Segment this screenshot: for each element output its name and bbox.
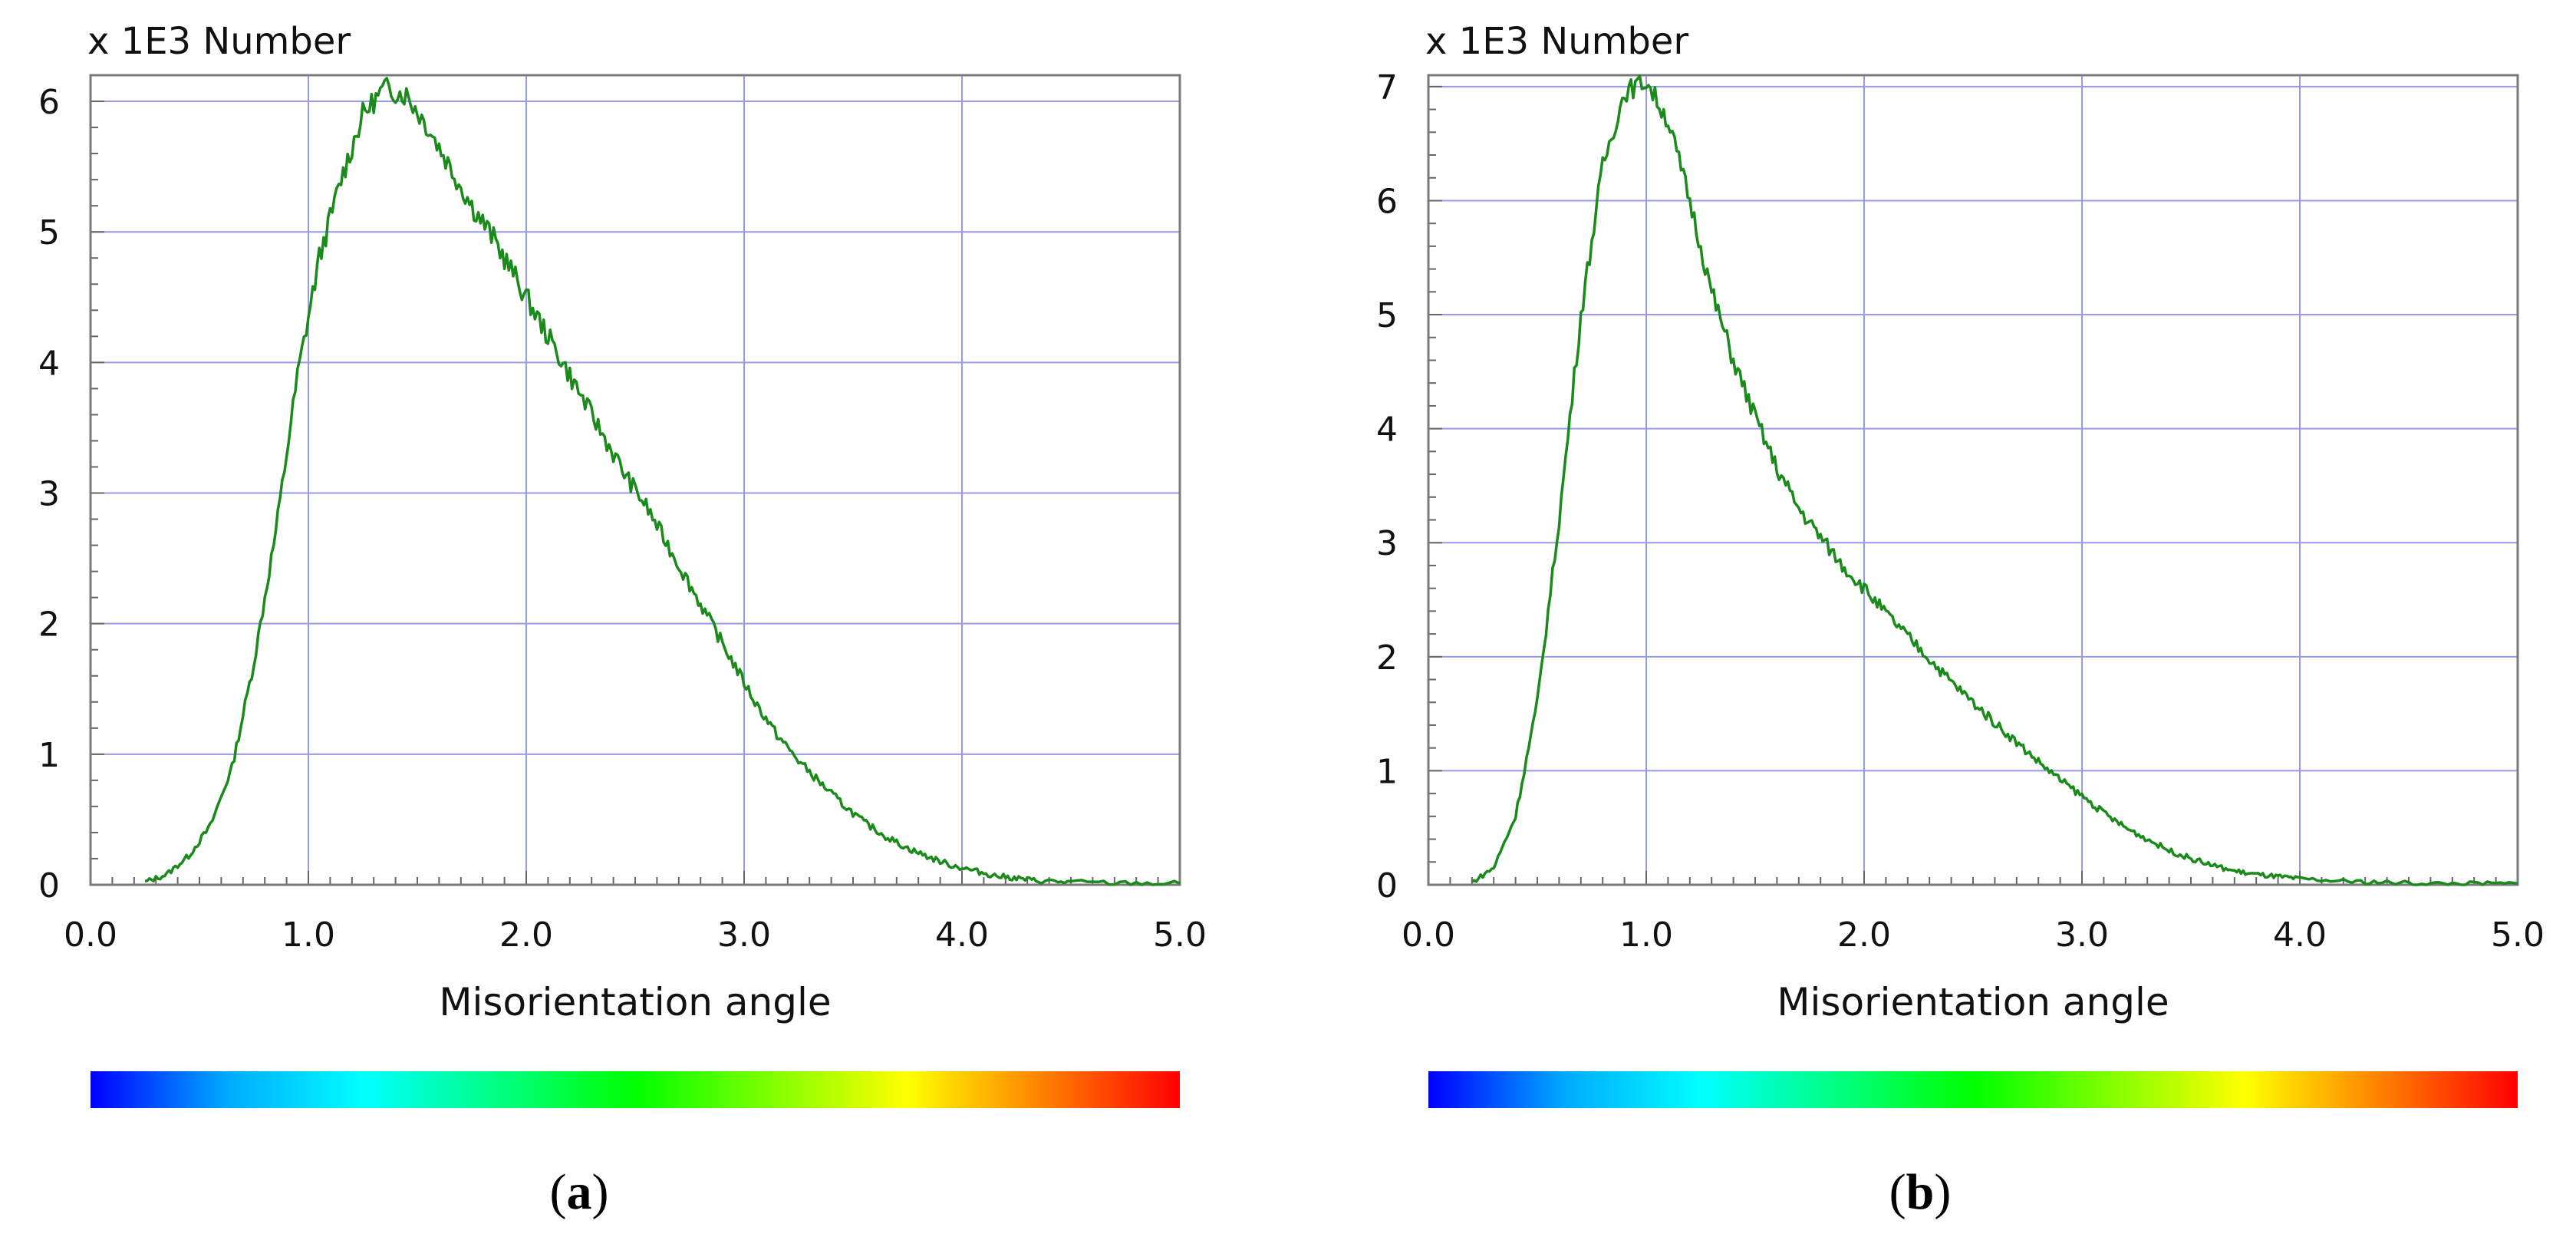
y-tick-label: 0 bbox=[1376, 866, 1398, 905]
x-axis-label: Misorientation angle bbox=[1777, 980, 2169, 1024]
y-tick-label: 0 bbox=[38, 866, 60, 905]
series-line bbox=[1471, 74, 2518, 886]
x-tick-label: 2.0 bbox=[499, 915, 553, 955]
y-tick-label: 7 bbox=[1376, 68, 1398, 107]
x-tick-label: 1.0 bbox=[282, 915, 335, 955]
chart-panel-a: 0.0 1.0 2.0 3.0 4.0 5.0 0 1 2 3 4 5 6 x 1E3 Number Mis… bbox=[38, 20, 1207, 1220]
y-tick-label: 1 bbox=[1376, 752, 1398, 791]
y-tick-label: 1 bbox=[38, 736, 60, 775]
x-tick-label: 2.0 bbox=[1837, 915, 1891, 955]
y-axis-label: x 1E3 Number bbox=[1425, 20, 1688, 63]
y-axis-label: x 1E3 Number bbox=[87, 20, 351, 63]
y-tick-label: 5 bbox=[1376, 296, 1398, 335]
x-axis-label: Misorientation angle bbox=[439, 980, 831, 1024]
plot-area bbox=[91, 75, 1180, 885]
y-tick-label: 2 bbox=[1376, 638, 1398, 678]
x-tick-label: 5.0 bbox=[2491, 915, 2545, 955]
y-tick-label: 4 bbox=[38, 344, 60, 383]
panel-caption: (b) bbox=[1889, 1164, 1952, 1220]
x-tick-label: 4.0 bbox=[935, 915, 989, 955]
y-tick-label: 5 bbox=[38, 213, 60, 252]
panel-caption: (a) bbox=[550, 1164, 609, 1220]
plot-area bbox=[1428, 75, 2518, 885]
x-tick-label: 3.0 bbox=[717, 915, 771, 955]
y-tick-label: 6 bbox=[38, 83, 60, 122]
x-tick-label: 0.0 bbox=[64, 915, 117, 955]
color-bar bbox=[91, 1071, 1180, 1108]
x-tick-label: 0.0 bbox=[1402, 915, 1455, 955]
series-line bbox=[145, 77, 1181, 886]
y-tick-label: 4 bbox=[1376, 411, 1398, 450]
chart-panel-b: 0.0 1.0 2.0 3.0 4.0 5.0 0 1 2 3 4 5 6 7 x 1E3 Number Mi… bbox=[1376, 20, 2545, 1220]
y-tick-label: 6 bbox=[1376, 182, 1398, 221]
y-tick-label: 2 bbox=[38, 605, 60, 645]
x-tick-label: 5.0 bbox=[1153, 915, 1207, 955]
y-tick-label: 3 bbox=[38, 475, 60, 514]
color-bar bbox=[1428, 1071, 2518, 1108]
x-tick-label: 1.0 bbox=[1619, 915, 1673, 955]
plot-frame bbox=[89, 74, 1181, 886]
x-tick-label: 3.0 bbox=[2055, 915, 2109, 955]
y-tick-label: 3 bbox=[1376, 524, 1398, 563]
plot-frame bbox=[1427, 74, 2519, 886]
x-tick-label: 4.0 bbox=[2273, 915, 2327, 955]
